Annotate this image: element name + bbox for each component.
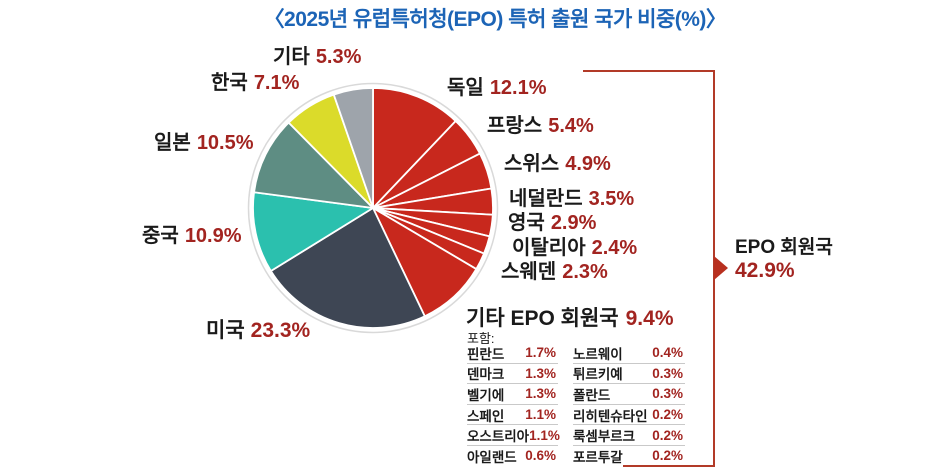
country-name: 노르웨이 — [573, 346, 623, 362]
table-column-right: 노르웨이 0.4% 튀르키예 0.3% 폴란드 0.3% 리히텐슈타인 0.2% 룩셈부… — [573, 343, 685, 466]
pie-label-usa: 미국 23.3% — [206, 319, 311, 342]
country-name: 덴마크 — [467, 367, 505, 383]
bracket-arrow-icon — [714, 256, 728, 280]
pie-label-uk: 영국 2.9% — [508, 213, 596, 234]
country-name: 튀르키예 — [573, 367, 623, 383]
pie-label-france: 프랑스 5.4% — [487, 116, 594, 137]
country-name: 영국 — [508, 212, 545, 234]
table-row: 튀르키예 0.3% — [573, 364, 685, 385]
country-pct: 7.1% — [253, 72, 300, 94]
table-row: 핀란드 1.7% — [467, 343, 558, 364]
chart-title: 〈2025년 유럽특허청(EPO) 특허 출원 국가 비중(%)〉 — [263, 8, 727, 31]
country-pct: 4.9% — [565, 153, 611, 175]
pie-label-switzerland: 스위스 4.9% — [504, 154, 611, 175]
country-name: 벨기에 — [467, 387, 505, 403]
country-name: 미국 — [206, 319, 245, 342]
country-pct: 2.9% — [550, 212, 597, 234]
country-pct: 5.3% — [315, 46, 362, 68]
country-name: 오스트리아 — [467, 429, 530, 445]
country-pct: 2.4% — [591, 237, 638, 259]
header-pct: 9.4% — [625, 307, 674, 330]
country-name: 일본 — [154, 132, 191, 154]
pie-label-netherlands: 네덜란드 3.5% — [509, 189, 634, 210]
pie-chart — [246, 81, 500, 335]
country-name: 핀란드 — [467, 346, 505, 362]
table-row: 노르웨이 0.4% — [573, 343, 685, 364]
table-row: 폴란드 0.3% — [573, 384, 685, 405]
country-pct: 10.9% — [184, 225, 242, 247]
other-epo-members-header: 기타 EPO 회원국 9.4% — [466, 302, 674, 332]
country-pct: 1.1% — [525, 407, 556, 423]
epo-members-total-annotation: EPO 회원국 42.9% — [735, 237, 833, 283]
country-name: 아일랜드 — [467, 449, 517, 465]
header-name: 기타 EPO 회원국 — [466, 307, 619, 330]
pie-label-germany: 독일 12.1% — [447, 78, 547, 99]
include-label: 포함: — [467, 331, 495, 346]
country-pct: 3.5% — [588, 188, 635, 210]
country-name: 스웨덴 — [501, 261, 557, 283]
pie-slice-중국 — [252, 191, 374, 272]
country-pct: 0.6% — [525, 448, 556, 464]
country-name: 네덜란드 — [509, 188, 583, 210]
country-pct: 1.7% — [525, 345, 556, 361]
country-pct: 12.1% — [489, 77, 547, 99]
country-pct: 0.3% — [652, 386, 683, 402]
other-epo-members-table: 핀란드 1.7% 덴마크 1.3% 벨기에 1.3% 스페인 1.1% 오스트리아 1.1… — [467, 343, 685, 466]
country-name: 폴란드 — [573, 387, 611, 403]
pie-label-korea: 한국 7.1% — [211, 73, 299, 94]
country-name: 포르투갈 — [573, 449, 623, 465]
pie-chart-svg — [247, 82, 499, 334]
table-row: 덴마크 1.3% — [467, 364, 558, 385]
table-row: 아일랜드 0.6% — [467, 446, 558, 466]
pie-slice-기타 — [332, 87, 374, 209]
pie-label-others: 기타 5.3% — [273, 47, 361, 68]
country-pct: 1.3% — [525, 365, 556, 381]
country-pct: 1.1% — [529, 427, 560, 443]
pie-slice-독일 — [372, 87, 457, 209]
country-name: 기타 — [273, 46, 310, 68]
bracket-bottom-line — [623, 465, 715, 467]
country-pct: 1.3% — [525, 386, 556, 402]
country-pct: 0.4% — [652, 345, 683, 361]
table-row: 룩셈부르크 0.2% — [573, 425, 685, 446]
country-name: 중국 — [142, 225, 179, 247]
country-name: 룩셈부르크 — [573, 429, 636, 445]
country-name: 프랑스 — [487, 115, 543, 137]
country-name: 리히텐슈타인 — [573, 408, 648, 424]
country-pct: 0.2% — [652, 407, 683, 423]
table-row: 스페인 1.1% — [467, 405, 558, 426]
country-pct: 10.5% — [196, 132, 254, 154]
pie-slice-일본 — [253, 121, 374, 209]
pie-label-japan: 일본 10.5% — [154, 133, 254, 154]
country-pct: 23.3% — [250, 319, 311, 342]
pie-label-china: 중국 10.9% — [142, 226, 242, 247]
bracket-top-line — [583, 70, 715, 72]
table-row: 오스트리아 1.1% — [467, 425, 560, 446]
country-pct: 0.2% — [652, 448, 683, 464]
country-pct: 5.4% — [548, 115, 594, 137]
country-name: 한국 — [211, 72, 248, 94]
epo-members-label: EPO 회원국 — [735, 237, 833, 258]
table-row: 리히텐슈타인 0.2% — [573, 405, 685, 426]
pie-slice-미국 — [269, 207, 426, 329]
epo-members-total-pct: 42.9% — [735, 258, 795, 282]
pie-label-sweden: 스웨덴 2.3% — [501, 262, 608, 283]
country-pct: 0.2% — [652, 427, 683, 443]
table-row: 벨기에 1.3% — [467, 384, 558, 405]
table-column-left: 핀란드 1.7% 덴마크 1.3% 벨기에 1.3% 스페인 1.1% 오스트리아 1.1… — [467, 343, 560, 466]
pie-label-italy: 이탈리아 2.4% — [512, 238, 637, 259]
table-row: 포르투갈 0.2% — [573, 446, 685, 466]
country-pct: 0.3% — [652, 365, 683, 381]
country-name: 스위스 — [504, 153, 560, 175]
country-pct: 2.3% — [562, 261, 608, 283]
country-name: 독일 — [447, 77, 484, 99]
country-name: 스페인 — [467, 408, 505, 424]
country-name: 이탈리아 — [512, 237, 586, 259]
